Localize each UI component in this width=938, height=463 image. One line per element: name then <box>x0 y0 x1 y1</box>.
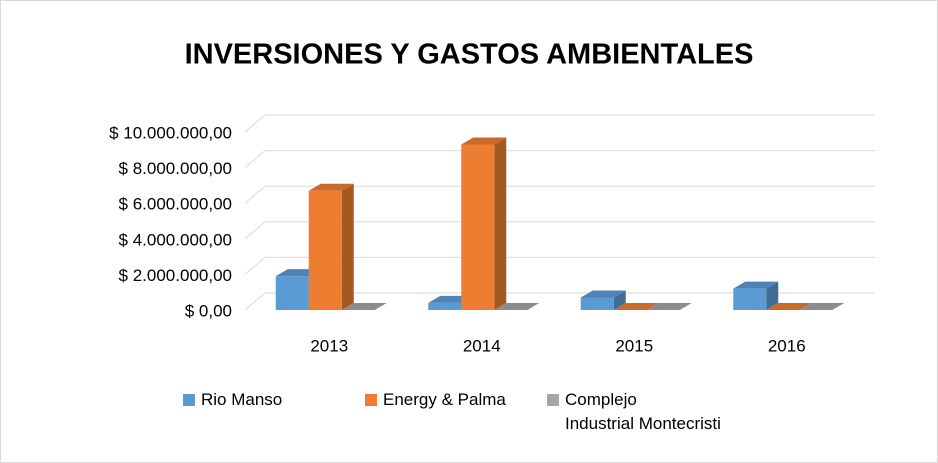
bar-top <box>799 303 845 310</box>
bar-front <box>428 302 462 310</box>
bar-top <box>646 303 692 310</box>
bar <box>494 303 540 310</box>
grid-line <box>244 185 875 204</box>
bar <box>341 303 387 310</box>
x-tick-label: 2015 <box>615 336 653 355</box>
bar-top <box>733 281 779 289</box>
legend-swatch <box>183 394 195 406</box>
y-tick-label: $ 2.000.000,00 <box>119 266 232 285</box>
legend-item: Rio Manso <box>201 388 282 412</box>
bar-top <box>613 303 659 310</box>
legend-label: Complejo Industrial Montecristi <box>565 390 721 433</box>
y-tick-label: $ 4.000.000,00 <box>119 230 232 249</box>
legend-swatch <box>365 394 377 406</box>
bar <box>646 303 692 310</box>
y-tick-label: $ 6.000.000,00 <box>119 195 232 214</box>
bar-front <box>461 144 495 310</box>
bar-top <box>341 303 387 310</box>
x-tick-label: 2014 <box>463 336 501 355</box>
grid-line <box>244 221 875 240</box>
bar-side <box>494 137 507 310</box>
grid-line <box>244 114 875 133</box>
bar-top <box>308 183 354 191</box>
bar-top <box>494 303 540 310</box>
bar <box>580 290 626 310</box>
legend-item: Complejo Industrial Montecristi <box>565 388 780 436</box>
bar-top <box>766 303 812 310</box>
bar <box>766 303 812 310</box>
bar-side <box>341 183 354 310</box>
bar-front <box>308 190 342 310</box>
y-tick-label: $ 10.000.000,00 <box>109 123 232 142</box>
bar-front <box>733 288 767 310</box>
bar-side <box>766 281 779 310</box>
legend-swatch <box>547 394 559 406</box>
grid-line <box>244 150 875 168</box>
bar <box>733 281 779 310</box>
bar <box>461 137 507 310</box>
bar-front <box>580 297 614 310</box>
bar-front <box>275 276 309 310</box>
y-tick-label: $ 0,00 <box>185 301 232 320</box>
grid-line <box>244 292 875 311</box>
legend-label: Rio Manso <box>201 390 283 409</box>
x-tick-label: 2013 <box>310 336 348 355</box>
bar <box>308 183 354 310</box>
bar-side <box>613 290 626 310</box>
legend-label: Energy & Palma <box>383 390 506 409</box>
y-tick-label: $ 8.000.000,00 <box>119 159 232 178</box>
bar-top <box>580 290 626 298</box>
chart-title: INVERSIONES Y GASTOS AMBIENTALES <box>185 39 754 71</box>
legend-item: Energy & Palma <box>383 388 506 412</box>
x-tick-label: 2016 <box>768 336 806 355</box>
bar-top <box>461 137 507 145</box>
grid-line <box>244 256 875 275</box>
bar <box>613 303 659 310</box>
bar <box>799 303 845 310</box>
